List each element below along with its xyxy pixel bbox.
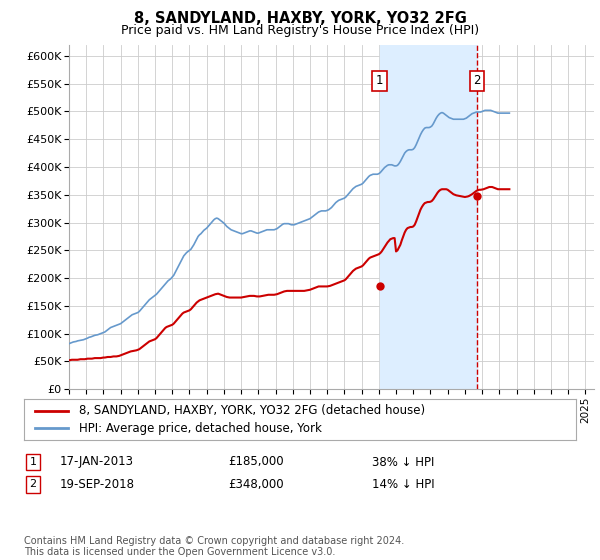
Bar [380,45,477,389]
Text: HPI: Average price, detached house, York: HPI: Average price, detached house, York [79,422,322,435]
Text: 1: 1 [29,457,37,467]
Text: 19-SEP-2018: 19-SEP-2018 [60,478,135,491]
Text: Price paid vs. HM Land Registry's House Price Index (HPI): Price paid vs. HM Land Registry's House … [121,24,479,36]
Text: 8, SANDYLAND, HAXBY, YORK, YO32 2FG: 8, SANDYLAND, HAXBY, YORK, YO32 2FG [134,11,466,26]
Text: 8, SANDYLAND, HAXBY, YORK, YO32 2FG (detached house): 8, SANDYLAND, HAXBY, YORK, YO32 2FG (det… [79,404,425,417]
Text: 17-JAN-2013: 17-JAN-2013 [60,455,134,469]
Text: 2: 2 [473,74,481,87]
Text: 38% ↓ HPI: 38% ↓ HPI [372,455,434,469]
Text: Contains HM Land Registry data © Crown copyright and database right 2024.
This d: Contains HM Land Registry data © Crown c… [24,535,404,557]
Text: 14% ↓ HPI: 14% ↓ HPI [372,478,434,491]
Text: £348,000: £348,000 [228,478,284,491]
Text: 2: 2 [29,479,37,489]
Text: £185,000: £185,000 [228,455,284,469]
Text: 1: 1 [376,74,383,87]
